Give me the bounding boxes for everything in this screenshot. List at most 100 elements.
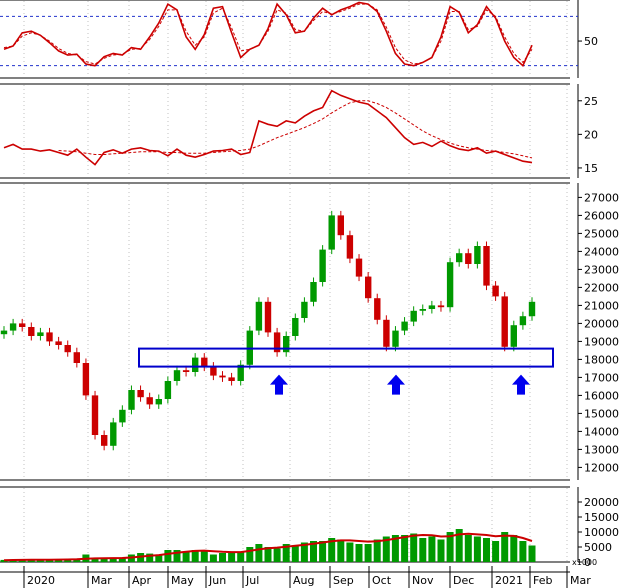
candle-body (273, 332, 281, 353)
volume-bar (46, 559, 53, 562)
volume-average-line (3, 532, 533, 562)
volume-bar (401, 535, 409, 562)
candle-body (310, 282, 317, 302)
panel-frames (0, 0, 579, 563)
candle-body (528, 301, 536, 317)
up-arrow-icon (512, 374, 530, 395)
volume-bar (501, 532, 509, 562)
volume-bar (100, 558, 108, 562)
x-tick-label: Jul (245, 574, 259, 587)
price-panel: 27000 26000 25000 24000 23000 22000 21000 20000… (0, 191, 619, 474)
y-tick-label: 15 (584, 162, 598, 175)
candle-body (173, 370, 181, 381)
candle-body (337, 215, 344, 236)
candle-body (501, 296, 508, 347)
candle-body (383, 319, 390, 347)
candle-body (474, 246, 481, 264)
candle-body (82, 363, 90, 396)
candle-body (328, 215, 335, 250)
x-tick-label: Mar (91, 574, 112, 587)
indicator-line (3, 89, 533, 166)
candle-body (210, 366, 217, 376)
volume-bar (219, 553, 226, 562)
volume-bar (191, 550, 199, 562)
x-tick-label: Oct (372, 574, 392, 587)
volume-bar (319, 541, 327, 562)
candle-body (182, 370, 190, 372)
x-tick-label: Aug (293, 574, 314, 587)
candle-body (355, 258, 363, 277)
volume-bar (382, 536, 390, 562)
y-tick-label: 13000 (584, 443, 619, 456)
x-axis: 2020 Mar Apr May Jun Jul Aug Sep Oct Nov Dec 2021 Fe… (0, 566, 591, 588)
volume-bar (73, 559, 81, 562)
candle-body (255, 301, 263, 331)
y-tick-label: 25 (584, 95, 598, 108)
candle-body (164, 381, 172, 399)
volume-bar (346, 542, 354, 562)
volume-bar (364, 544, 372, 562)
volume-bar (173, 550, 181, 562)
y-tick-label: 26000 (584, 209, 619, 222)
volume-bar (91, 557, 99, 562)
volume-bar (473, 536, 481, 562)
volume-bar (310, 541, 317, 562)
candle-body (519, 316, 527, 326)
candle-body (365, 276, 372, 299)
volume-bar (255, 544, 263, 562)
candle-body (219, 375, 226, 378)
candle-body (9, 323, 17, 331)
volume-bar (264, 547, 272, 562)
oscillator-line (3, 1, 533, 68)
volume-bar (146, 553, 154, 562)
candle-body (192, 357, 199, 372)
candle-body (91, 395, 99, 435)
candle-body (392, 330, 399, 347)
x-tick-label: Apr (132, 574, 152, 587)
candle-body (46, 332, 53, 342)
y-tick-label: 15000 (584, 407, 619, 420)
x-tick-label: Sep (333, 574, 354, 587)
candle-body (228, 377, 235, 381)
up-arrow-icon (270, 374, 288, 395)
candle-body (146, 397, 153, 405)
candle-body (419, 309, 426, 311)
candle-body (292, 318, 299, 336)
x-tick-label: Nov (412, 574, 434, 587)
volume-bar (492, 541, 500, 562)
volume-bar (410, 533, 418, 562)
y-tick-label: 20000 (584, 317, 619, 330)
candle-body (401, 321, 408, 331)
volume-bar (55, 559, 63, 562)
indicator-panel: 25 20 15 (3, 89, 598, 175)
volume-bar (200, 551, 208, 562)
y-tick-label: 14000 (584, 425, 619, 438)
volume-bar (483, 538, 490, 562)
candle-body (483, 246, 490, 286)
volume-bar (455, 529, 463, 562)
y-tick-label: 24000 (584, 245, 619, 258)
x-tick-label: Dec (453, 574, 474, 587)
volume-bar (519, 541, 527, 562)
oscillator-signal-line (3, 3, 533, 65)
volume-bar (9, 560, 17, 562)
candle-body (374, 298, 381, 320)
volume-bar (228, 553, 236, 562)
volume-bar (419, 538, 427, 562)
candle-body (492, 285, 499, 297)
y-tick-label: 20 (584, 128, 598, 141)
y-tick-label: 5000 (584, 541, 612, 554)
candle-body (446, 262, 454, 308)
candle-body (19, 323, 26, 327)
volume-bar (373, 539, 381, 562)
volume-bar (428, 536, 436, 562)
y-tick-label: 16000 (584, 389, 619, 402)
volume-bar (118, 557, 126, 562)
x-tick-label: Feb (533, 574, 552, 587)
volume-bar (273, 548, 281, 562)
y-tick-label: 12000 (584, 461, 619, 474)
volume-bar (446, 532, 454, 562)
candle-body (155, 399, 162, 405)
candle-body (101, 435, 108, 446)
volume-bar (0, 559, 8, 562)
